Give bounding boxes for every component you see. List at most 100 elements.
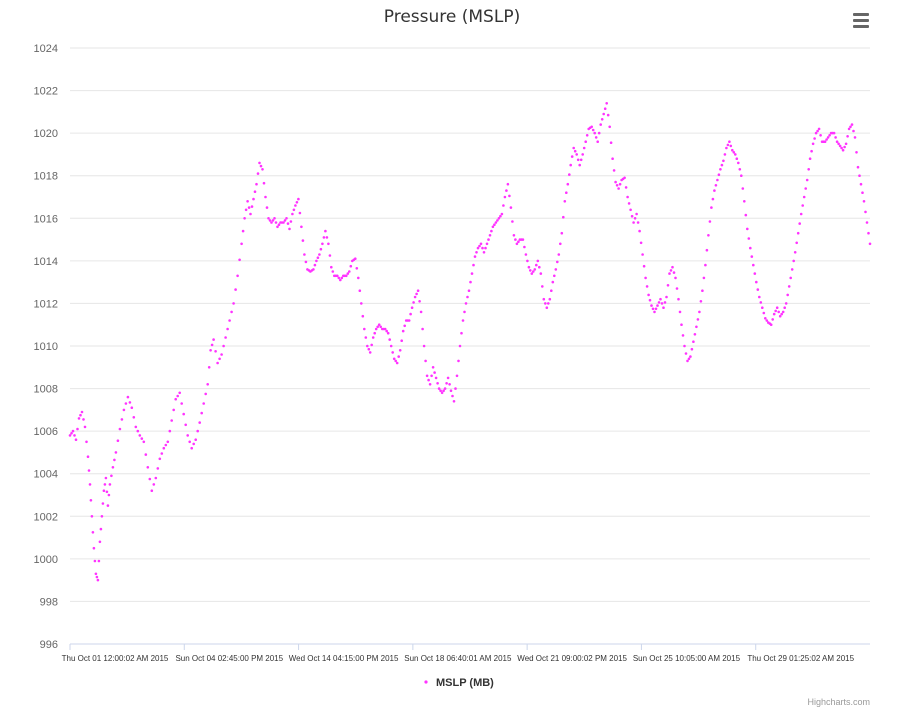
data-point[interactable]	[717, 173, 721, 176]
data-point[interactable]	[641, 253, 644, 256]
data-point[interactable]	[672, 271, 676, 274]
data-point[interactable]	[611, 157, 614, 160]
data-point[interactable]	[699, 300, 703, 303]
data-point[interactable]	[340, 276, 344, 280]
data-point[interactable]	[94, 572, 98, 576]
data-point[interactable]	[662, 306, 665, 310]
data-point[interactable]	[790, 268, 794, 271]
data-point[interactable]	[695, 325, 698, 329]
data-point[interactable]	[795, 241, 798, 245]
data-point[interactable]	[178, 391, 181, 395]
data-point[interactable]	[322, 236, 326, 239]
data-point[interactable]	[609, 141, 613, 144]
data-point[interactable]	[148, 477, 152, 481]
data-point[interactable]	[366, 344, 369, 348]
data-point[interactable]	[443, 387, 447, 390]
data-point[interactable]	[615, 184, 619, 187]
data-point[interactable]	[292, 208, 296, 212]
data-point[interactable]	[455, 374, 459, 378]
data-point[interactable]	[496, 219, 499, 222]
data-point[interactable]	[752, 263, 755, 267]
data-point[interactable]	[286, 222, 290, 225]
data-point[interactable]	[416, 289, 420, 293]
data-point[interactable]	[294, 204, 297, 207]
data-point[interactable]	[330, 265, 333, 269]
data-point[interactable]	[265, 206, 269, 209]
data-point[interactable]	[383, 327, 387, 331]
data-point[interactable]	[713, 189, 716, 192]
data-point[interactable]	[360, 302, 363, 305]
data-point[interactable]	[579, 158, 583, 162]
data-point[interactable]	[188, 440, 191, 444]
data-point[interactable]	[422, 344, 426, 348]
data-point[interactable]	[570, 155, 574, 158]
data-point[interactable]	[810, 149, 813, 153]
data-point[interactable]	[232, 302, 235, 305]
data-point[interactable]	[638, 229, 641, 233]
data-point[interactable]	[541, 285, 544, 288]
data-point[interactable]	[434, 376, 438, 380]
data-point[interactable]	[626, 195, 629, 199]
data-point[interactable]	[407, 319, 411, 322]
data-point[interactable]	[111, 466, 115, 469]
data-point[interactable]	[503, 195, 507, 199]
data-point[interactable]	[247, 206, 251, 209]
data-point[interactable]	[240, 242, 243, 246]
data-point[interactable]	[847, 127, 851, 131]
data-point[interactable]	[719, 168, 722, 171]
data-point[interactable]	[629, 208, 632, 212]
data-point[interactable]	[87, 469, 91, 472]
data-point[interactable]	[367, 347, 371, 351]
data-point[interactable]	[440, 391, 444, 395]
data-point[interactable]	[470, 272, 474, 275]
data-point[interactable]	[336, 274, 339, 278]
data-point[interactable]	[511, 220, 514, 223]
data-point[interactable]	[668, 272, 671, 275]
data-point[interactable]	[212, 338, 215, 341]
data-point[interactable]	[494, 221, 498, 224]
data-point[interactable]	[732, 151, 736, 154]
data-point[interactable]	[394, 359, 398, 363]
data-point[interactable]	[853, 136, 857, 139]
data-point[interactable]	[285, 217, 288, 220]
data-point[interactable]	[517, 240, 520, 243]
data-point[interactable]	[618, 182, 622, 186]
data-point[interactable]	[142, 440, 146, 444]
data-point[interactable]	[582, 146, 586, 150]
data-point[interactable]	[68, 434, 72, 437]
data-point[interactable]	[116, 439, 120, 443]
data-point[interactable]	[259, 164, 263, 168]
data-point[interactable]	[565, 191, 568, 194]
data-point[interactable]	[250, 205, 254, 208]
data-point[interactable]	[603, 107, 607, 110]
data-point[interactable]	[780, 312, 783, 316]
data-point[interactable]	[297, 197, 300, 201]
data-point[interactable]	[374, 327, 378, 331]
data-point[interactable]	[777, 310, 780, 314]
data-point[interactable]	[665, 295, 668, 299]
data-point[interactable]	[627, 202, 631, 205]
data-point[interactable]	[283, 219, 287, 222]
data-point[interactable]	[200, 411, 203, 415]
data-point[interactable]	[835, 140, 839, 143]
data-point[interactable]	[288, 227, 291, 231]
data-point[interactable]	[98, 540, 102, 544]
data-point[interactable]	[206, 383, 209, 386]
data-point[interactable]	[542, 297, 546, 301]
data-point[interactable]	[644, 276, 647, 280]
data-point[interactable]	[124, 402, 128, 405]
data-point[interactable]	[368, 351, 372, 354]
data-point[interactable]	[364, 336, 368, 339]
data-point[interactable]	[128, 401, 132, 404]
data-point[interactable]	[846, 135, 849, 138]
data-point[interactable]	[651, 307, 655, 311]
data-point[interactable]	[741, 187, 745, 190]
data-point[interactable]	[160, 452, 164, 455]
data-point[interactable]	[723, 153, 727, 156]
data-point[interactable]	[138, 434, 142, 437]
data-point[interactable]	[419, 310, 423, 314]
data-point[interactable]	[100, 515, 104, 518]
data-point[interactable]	[548, 297, 552, 301]
data-point[interactable]	[512, 234, 516, 237]
data-point[interactable]	[244, 208, 248, 212]
